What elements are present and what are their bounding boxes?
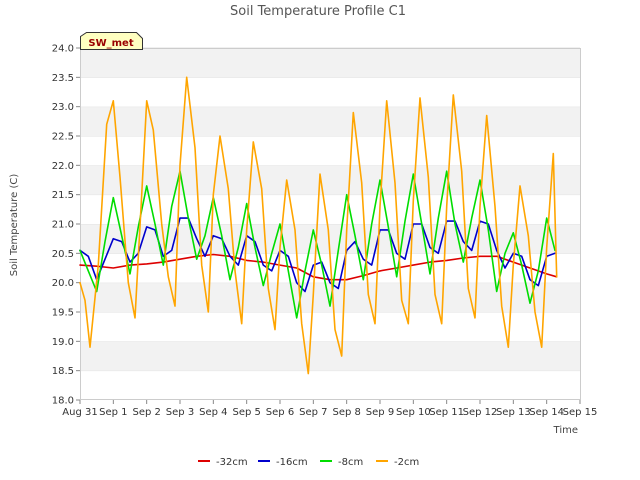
grid-band bbox=[80, 194, 580, 224]
x-tick-label: Sep 2 bbox=[132, 407, 160, 418]
grid-band bbox=[80, 282, 580, 312]
station-badge: SW_met bbox=[80, 32, 143, 50]
series-line-8cm bbox=[79, 170, 556, 319]
y-tick-label: 20.0 bbox=[52, 278, 74, 289]
x-tick-label: Sep 11 bbox=[429, 407, 464, 418]
grid-band bbox=[80, 77, 580, 107]
y-tick-label: 21.5 bbox=[52, 190, 74, 201]
x-tick-label: Sep 13 bbox=[496, 407, 531, 418]
plot-background-bands bbox=[80, 47, 580, 400]
series-line-2cm bbox=[79, 76, 558, 375]
legend-label: -2cm bbox=[394, 457, 419, 468]
badge-label: SW_met bbox=[88, 38, 133, 49]
badge-shape bbox=[80, 32, 143, 50]
x-tick-label: Sep 14 bbox=[529, 407, 564, 418]
x-tick-label: Sep 5 bbox=[232, 407, 260, 418]
y-tick-label: 23.0 bbox=[52, 102, 74, 113]
y-tick-label: 24.0 bbox=[52, 44, 74, 55]
grid-band bbox=[80, 136, 580, 166]
grid-band bbox=[80, 312, 580, 342]
x-tick-label: Sep 4 bbox=[199, 407, 227, 418]
y-tick-label: 20.5 bbox=[52, 249, 74, 260]
legend: -32cm -16cm -8cm -2cm bbox=[198, 457, 419, 468]
legend-label: -8cm bbox=[338, 457, 363, 468]
x-tick-label: Sep 15 bbox=[563, 407, 598, 418]
grid-band bbox=[80, 165, 580, 195]
y-tick-label: 22.0 bbox=[52, 161, 74, 172]
x-tick-label: Sep 1 bbox=[99, 407, 127, 418]
grid-band bbox=[80, 370, 580, 400]
y-tick-label: 18.0 bbox=[52, 396, 74, 407]
x-axis-ticks: Aug 31 Sep 1 Sep 2 Sep 3 Sep 4 Sep 5 Sep 6 Sep … bbox=[62, 400, 597, 418]
x-tick-label: Sep 9 bbox=[366, 407, 394, 418]
x-tick-label: Sep 12 bbox=[463, 407, 498, 418]
y-axis-ticks: 18.0 18.5 19.0 19.5 20.0 20.5 21.0 21.5 22.0 22.5… bbox=[52, 44, 80, 407]
x-tick-label: Sep 7 bbox=[299, 407, 327, 418]
legend-label: -32cm bbox=[216, 457, 248, 468]
y-tick-label: 21.0 bbox=[52, 220, 74, 231]
y-tick-label: 18.5 bbox=[52, 366, 74, 377]
y-tick-label: 22.5 bbox=[52, 132, 74, 143]
plot-frame bbox=[80, 48, 581, 400]
y-tick-label: 19.0 bbox=[52, 337, 74, 348]
chart-title: Soil Temperature Profile C1 bbox=[230, 4, 406, 19]
series-lines bbox=[79, 76, 558, 375]
grid-band bbox=[80, 106, 580, 136]
x-axis-label: Time bbox=[553, 425, 578, 436]
x-tick-label: Sep 6 bbox=[266, 407, 294, 418]
legend-label: -16cm bbox=[276, 457, 308, 468]
y-axis-label: Soil Temperature (C) bbox=[9, 174, 20, 277]
x-tick-label: Sep 8 bbox=[332, 407, 360, 418]
grid-band bbox=[80, 48, 580, 78]
y-tick-label: 19.5 bbox=[52, 308, 74, 319]
grid-band bbox=[80, 341, 580, 371]
x-tick-label: Sep 3 bbox=[166, 407, 194, 418]
x-tick-label: Aug 31 bbox=[62, 407, 97, 418]
x-tick-label: Sep 10 bbox=[396, 407, 431, 418]
y-tick-label: 23.5 bbox=[52, 73, 74, 84]
series-line-32cm bbox=[79, 253, 558, 281]
